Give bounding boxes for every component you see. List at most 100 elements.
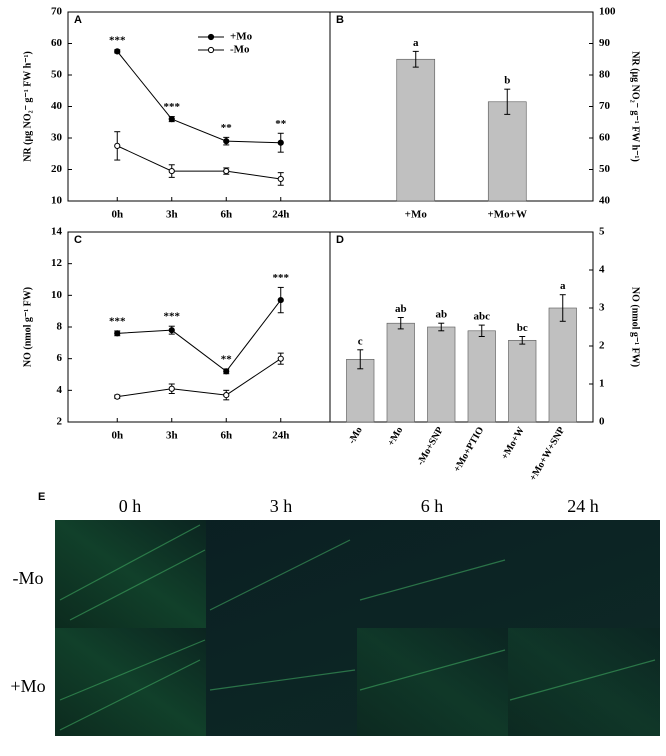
x-tick-label: 3h: [166, 209, 178, 221]
y-tick-label: 3: [599, 302, 605, 314]
data-point: [223, 138, 230, 145]
data-point: [223, 167, 230, 175]
significance-label: ***: [273, 272, 290, 284]
data-point: [277, 175, 284, 183]
y-axis-label: NR (μg NO₂⁻ g⁻¹ FW h⁻¹): [630, 51, 641, 162]
data-point: [277, 296, 284, 304]
panel-label: B: [336, 14, 344, 26]
y-tick-label: 40: [51, 100, 63, 112]
significance-letter: abc: [474, 311, 491, 323]
panel-frame: [67, 11, 331, 202]
series-line: [116, 51, 281, 144]
bar: [467, 330, 496, 423]
x-tick-label: +Mo+W+SNP: [528, 425, 568, 483]
y-tick-label: 2: [57, 416, 63, 428]
legend-marker: [207, 46, 215, 54]
panel-frame: [329, 231, 594, 423]
x-tick-label: 0h: [111, 209, 123, 221]
significance-label: ***: [109, 34, 126, 46]
bar: [386, 322, 415, 423]
significance-label: ***: [109, 315, 126, 327]
row-label: -Mo: [13, 568, 44, 588]
bar: [548, 307, 577, 423]
y-tick-label: 30: [51, 132, 63, 144]
root-streaks: [59, 524, 656, 731]
bar: [346, 358, 375, 423]
bar: [427, 326, 456, 423]
y-tick-label: 40: [599, 195, 611, 207]
data-point: [168, 385, 175, 392]
series-line: [117, 358, 282, 398]
y-axis-label: NR (μg NO₂⁻ g⁻¹ FW h⁻¹): [22, 51, 33, 162]
panel-label: D: [336, 234, 344, 246]
y-axis-label: NO (nmol g⁻¹ FW): [630, 287, 641, 367]
micrograph: [55, 628, 206, 736]
data-point: [223, 368, 230, 375]
y-tick-label: 70: [599, 100, 611, 112]
x-tick-label: -Mo+SNP: [415, 425, 446, 467]
x-tick-label: +Mo+W: [488, 209, 527, 221]
data-point: [223, 391, 230, 399]
significance-letter: b: [504, 75, 510, 87]
x-tick-label: 24h: [272, 430, 289, 442]
legend-label: +Mo: [230, 31, 253, 43]
panel-frame: [67, 231, 331, 423]
y-tick-label: 4: [599, 264, 605, 276]
micrograph: [357, 628, 508, 736]
y-tick-label: 50: [599, 163, 611, 175]
y-axis-label: NO (nmol g⁻¹ FW): [22, 287, 33, 367]
y-tick-label: 5: [599, 226, 605, 238]
x-tick-label: +Mo+W: [499, 425, 526, 462]
data-point: [168, 327, 175, 334]
bar: [508, 339, 537, 423]
bar: [487, 101, 527, 202]
x-tick-label: 0h: [111, 430, 123, 442]
x-tick-label: 24h: [272, 209, 289, 221]
significance-label: **: [221, 353, 233, 365]
significance-letter: bc: [517, 322, 528, 334]
y-tick-label: 0: [599, 416, 605, 428]
y-tick-label: 20: [51, 163, 63, 175]
x-tick-label: 3h: [166, 430, 178, 442]
series-line: [117, 299, 282, 373]
column-label: 3 h: [270, 496, 293, 516]
column-label: 6 h: [421, 496, 444, 516]
x-tick-label: +Mo: [405, 209, 428, 221]
y-tick-label: 2: [599, 340, 605, 352]
micrograph: [508, 628, 660, 736]
significance-letter: ab: [435, 309, 447, 321]
y-tick-label: 12: [51, 257, 63, 269]
series-line: [117, 145, 281, 180]
y-tick-label: 6: [57, 352, 63, 364]
y-tick-label: 80: [599, 69, 611, 81]
y-tick-label: 60: [599, 132, 611, 144]
y-tick-label: 70: [51, 6, 63, 18]
y-tick-label: 14: [51, 226, 63, 238]
significance-letter: a: [560, 280, 566, 292]
y-tick-label: 4: [57, 384, 63, 396]
significance-letter: c: [358, 335, 363, 347]
bar: [396, 58, 436, 202]
y-tick-label: 8: [57, 321, 63, 333]
y-tick-label: 50: [51, 69, 63, 81]
y-tick-label: 100: [599, 6, 616, 18]
significance-letter: a: [413, 37, 419, 49]
y-tick-label: 10: [51, 289, 63, 301]
x-tick-label: +Mo: [386, 425, 406, 448]
legend-marker: [207, 33, 215, 41]
data-point: [168, 167, 175, 175]
significance-letter: ab: [395, 303, 407, 315]
x-tick-label: 6h: [220, 209, 232, 221]
row-label: +Mo: [10, 676, 45, 696]
micrograph-grid: [55, 520, 660, 736]
panel-label: C: [74, 234, 82, 246]
panel-label: A: [74, 14, 82, 26]
data-point: [114, 393, 121, 400]
legend-label: -Mo: [230, 44, 250, 56]
data-point: [114, 330, 121, 337]
data-point: [114, 142, 121, 149]
micrograph: [55, 520, 206, 628]
data-point: [168, 116, 175, 123]
y-tick-label: 10: [51, 195, 63, 207]
